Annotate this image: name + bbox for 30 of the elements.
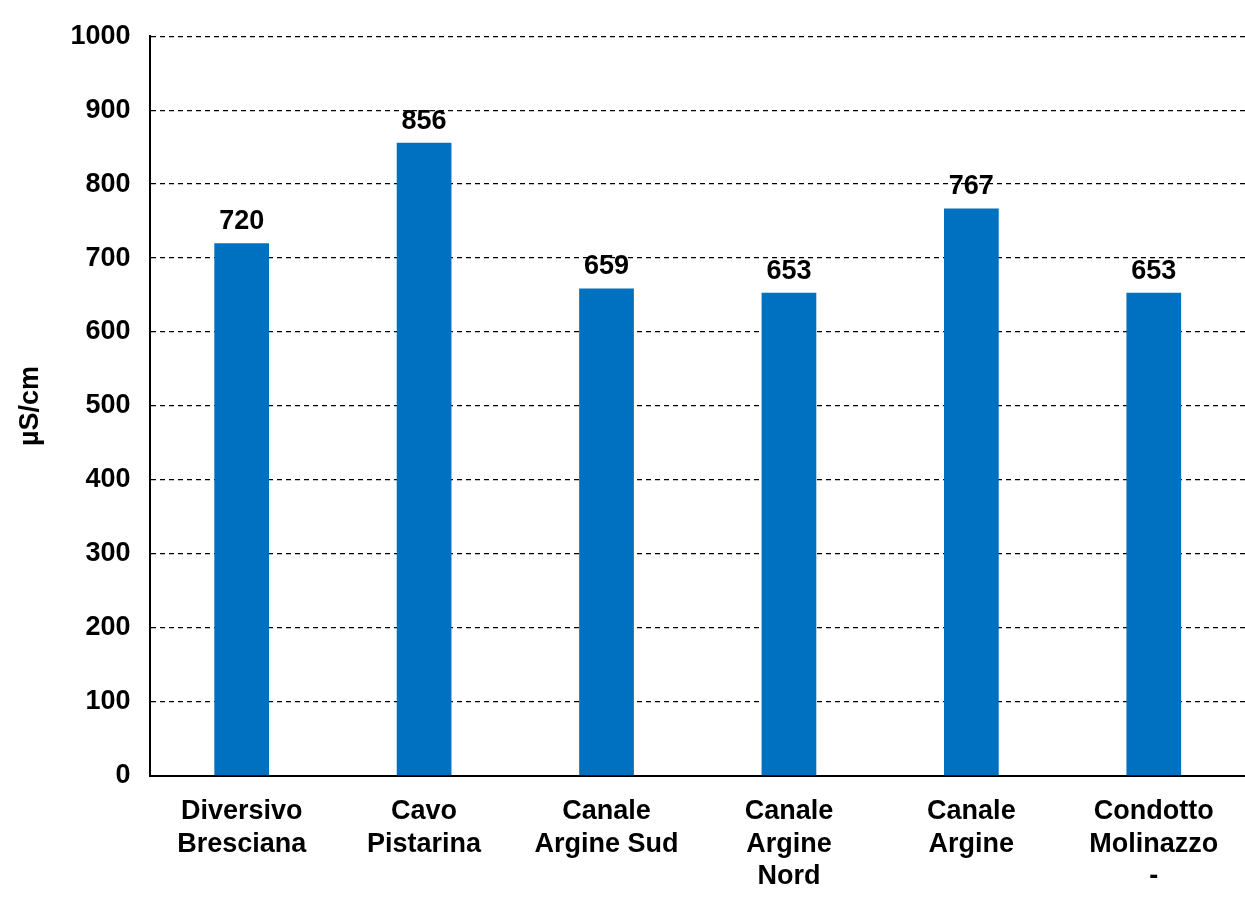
- bar: [944, 208, 999, 776]
- x-tick-label: Canale Argine Sud: [534, 795, 679, 858]
- data-label: 767: [948, 170, 994, 201]
- bar: [1126, 292, 1182, 776]
- x-tick-label: Diversivo Bresciana: [177, 795, 308, 858]
- data-label: 856: [401, 104, 447, 135]
- x-tick-label: Condotto Molinazzo -: [1089, 795, 1219, 891]
- x-tick-label: Canale Argine Nord: [744, 795, 834, 891]
- y-tick-label: 100: [85, 685, 131, 716]
- bar: [579, 288, 634, 776]
- y-tick-label: 600: [85, 315, 131, 346]
- y-tick-label: 400: [85, 463, 131, 494]
- y-tick-label: 1000: [70, 19, 131, 50]
- bar: [396, 142, 452, 776]
- y-tick-label: 500: [85, 389, 131, 420]
- y-tick-label: 300: [85, 537, 131, 568]
- bar: [761, 292, 817, 776]
- y-tick-label: 0: [115, 759, 131, 790]
- bar: [214, 243, 270, 776]
- y-tick-label: 700: [85, 241, 131, 272]
- data-label: 720: [219, 205, 265, 236]
- data-label: 653: [1131, 254, 1177, 285]
- x-tick-label: Canale Argine: [927, 795, 1016, 858]
- y-tick-label: 200: [85, 611, 131, 642]
- x-tick-label: Cavo Pistarina: [367, 795, 483, 858]
- y-tick-label: 800: [85, 167, 131, 198]
- data-label: 659: [583, 250, 630, 281]
- y-tick-label: 900: [85, 93, 131, 124]
- y-axis-title: µS/cm: [13, 365, 44, 447]
- data-label: 653: [766, 254, 812, 285]
